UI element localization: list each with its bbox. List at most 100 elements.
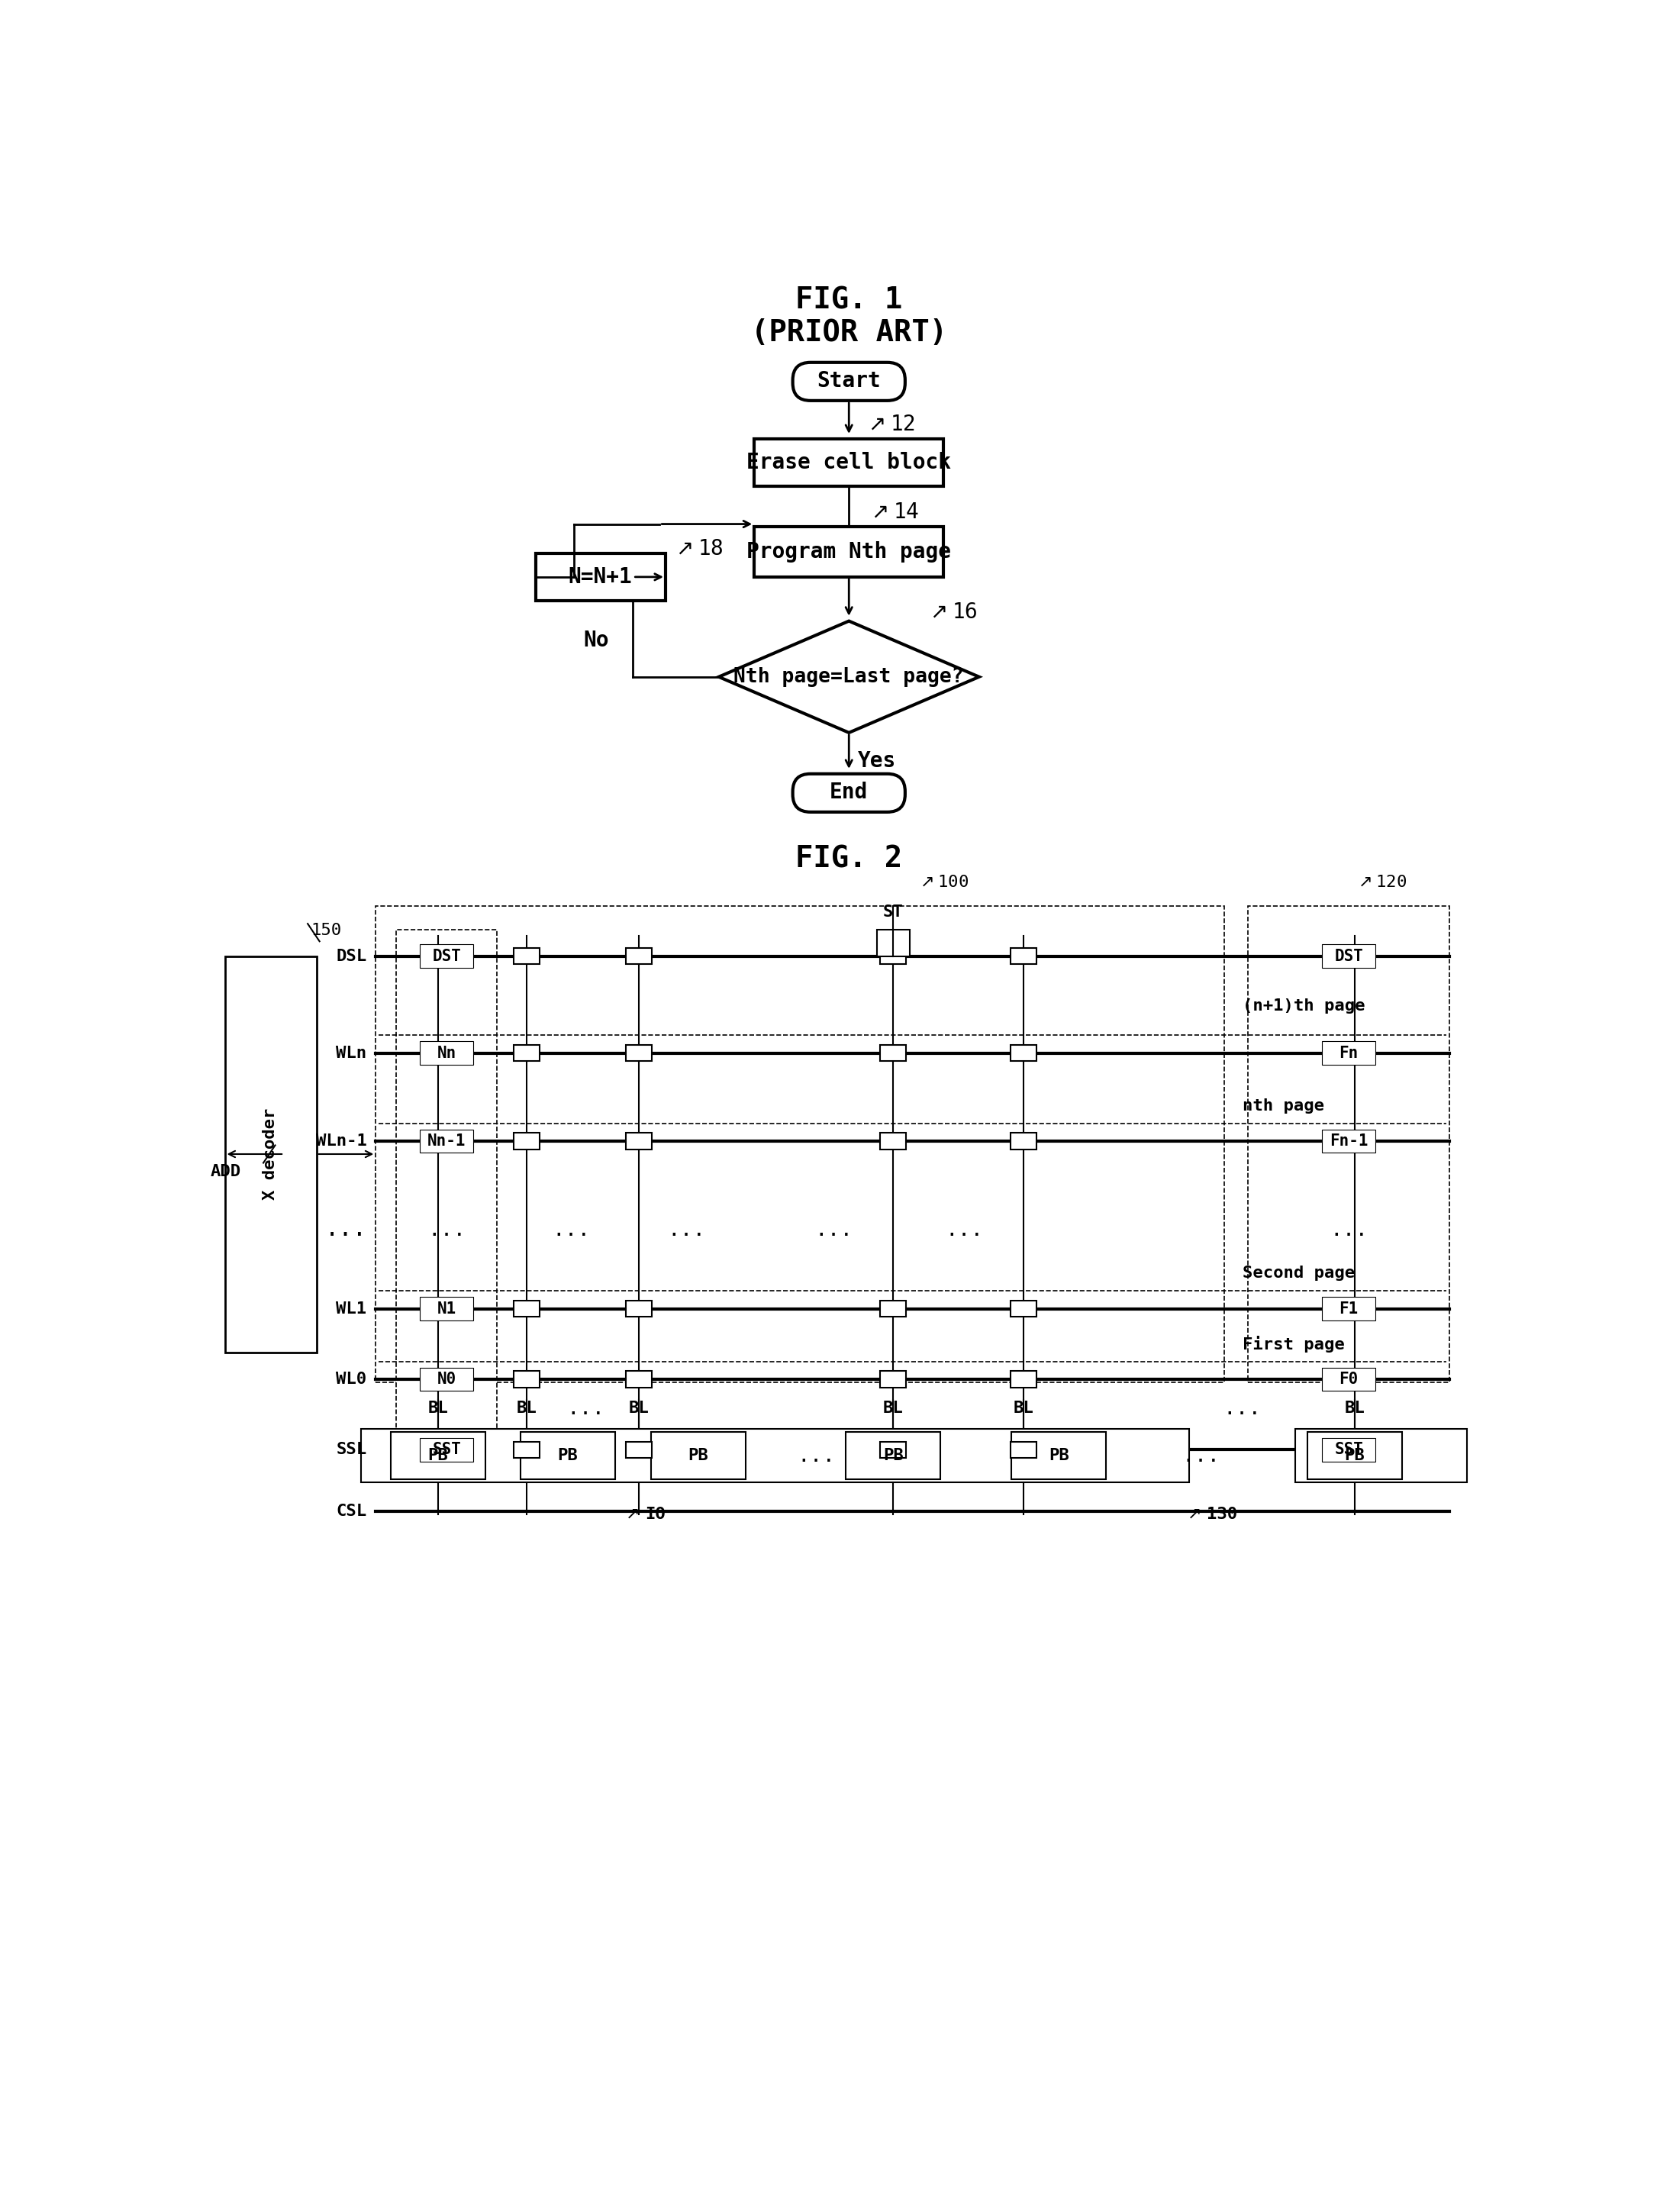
Text: BL: BL	[628, 1400, 650, 1416]
Bar	[1011, 1301, 1036, 1316]
Bar	[1307, 1431, 1402, 1480]
Text: F0: F0	[1339, 1371, 1359, 1387]
Text: ...: ...	[1329, 1219, 1369, 1241]
Text: PB: PB	[1344, 1449, 1365, 1462]
Bar	[424, 1301, 451, 1316]
Bar	[1342, 1044, 1367, 1062]
Bar	[877, 929, 910, 956]
Text: DST: DST	[1334, 949, 1364, 964]
Text: SSL: SSL	[336, 1442, 366, 1458]
Text: BL: BL	[428, 1400, 447, 1416]
Bar	[520, 1431, 615, 1480]
Bar	[376, 907, 1225, 1382]
Text: WL1: WL1	[336, 1301, 366, 1316]
Bar	[1296, 1429, 1466, 1482]
Bar	[880, 1301, 906, 1316]
Bar	[225, 956, 316, 1354]
Text: $\nearrow$12: $\nearrow$12	[863, 414, 915, 436]
Text: Yes: Yes	[858, 750, 896, 772]
Text: WLn-1: WLn-1	[316, 1133, 366, 1148]
Text: 130: 130	[1206, 1506, 1238, 1522]
Text: ...: ...	[797, 1444, 835, 1467]
Bar	[1322, 945, 1375, 969]
Text: First page: First page	[1243, 1336, 1344, 1352]
Bar	[396, 929, 497, 1482]
Text: ...: ...	[1181, 1444, 1220, 1467]
Text: PB: PB	[558, 1449, 578, 1462]
Text: DST: DST	[432, 949, 461, 964]
Text: FIG. 2: FIG. 2	[795, 845, 903, 874]
Bar	[847, 1431, 941, 1480]
Text: $\nearrow$16: $\nearrow$16	[926, 602, 978, 624]
Text: End: End	[830, 783, 868, 803]
Bar	[1342, 1371, 1367, 1387]
Text: ...: ...	[1223, 1398, 1261, 1420]
Bar	[421, 945, 474, 969]
Bar	[880, 947, 906, 964]
Bar	[626, 1301, 651, 1316]
Bar	[1011, 1371, 1036, 1387]
Text: WLn: WLn	[336, 1046, 366, 1060]
Text: $\nearrow$100: $\nearrow$100	[916, 876, 969, 889]
Text: DSL: DSL	[336, 949, 366, 964]
Text: $\nearrow$: $\nearrow$	[1185, 1506, 1201, 1522]
Bar	[1322, 1130, 1375, 1152]
Bar	[391, 1431, 486, 1480]
Bar	[514, 1442, 540, 1458]
Polygon shape	[719, 622, 979, 732]
Bar	[626, 947, 651, 964]
Text: ADD: ADD	[210, 1164, 240, 1179]
Text: F1: F1	[1339, 1301, 1359, 1316]
Bar	[651, 1431, 746, 1480]
Bar	[421, 1130, 474, 1152]
Text: N0: N0	[437, 1371, 456, 1387]
Bar	[1011, 1442, 1036, 1458]
Bar	[1248, 907, 1450, 1382]
Bar	[424, 1442, 451, 1458]
Text: ...: ...	[325, 1219, 366, 1241]
Bar	[880, 1442, 906, 1458]
Bar	[1011, 1133, 1036, 1150]
Bar	[421, 1042, 474, 1064]
Text: N=N+1: N=N+1	[568, 566, 633, 588]
Bar	[424, 1044, 451, 1062]
Bar	[754, 438, 943, 487]
Text: ST: ST	[883, 905, 903, 920]
Text: 150: 150	[310, 922, 341, 938]
Text: $\nearrow$18: $\nearrow$18	[671, 538, 722, 560]
Text: BL: BL	[1344, 1400, 1365, 1416]
Text: PB: PB	[1049, 1449, 1069, 1462]
Text: Nth page=Last page?: Nth page=Last page?	[734, 668, 964, 686]
Text: FIG. 1: FIG. 1	[795, 285, 903, 314]
Text: Second page: Second page	[1243, 1265, 1354, 1281]
Text: BL: BL	[517, 1400, 537, 1416]
Bar	[514, 1044, 540, 1062]
Text: ...: ...	[567, 1398, 605, 1420]
Text: nth page: nth page	[1243, 1099, 1324, 1113]
Text: Fn: Fn	[1339, 1046, 1359, 1060]
Text: $\nearrow$120: $\nearrow$120	[1355, 876, 1407, 889]
Bar	[424, 1133, 451, 1150]
Text: Fn-1: Fn-1	[1329, 1133, 1369, 1148]
Text: SST: SST	[1334, 1442, 1364, 1458]
Bar	[1011, 947, 1036, 964]
Bar	[421, 1367, 474, 1391]
Bar	[535, 553, 666, 599]
Bar	[880, 1133, 906, 1150]
Bar	[421, 1438, 474, 1462]
Bar	[1342, 1442, 1367, 1458]
Bar	[1322, 1042, 1375, 1064]
Text: BL: BL	[1012, 1400, 1034, 1416]
FancyBboxPatch shape	[792, 774, 905, 812]
Text: CSL: CSL	[336, 1504, 366, 1520]
Text: ...: ...	[944, 1219, 984, 1241]
Bar	[880, 1371, 906, 1387]
Bar	[424, 1371, 451, 1387]
Bar	[626, 1044, 651, 1062]
FancyBboxPatch shape	[792, 363, 905, 400]
Text: ...: ...	[668, 1219, 706, 1241]
Text: PB: PB	[883, 1449, 903, 1462]
Bar	[1322, 1367, 1375, 1391]
Text: SST: SST	[432, 1442, 461, 1458]
Bar	[514, 1301, 540, 1316]
